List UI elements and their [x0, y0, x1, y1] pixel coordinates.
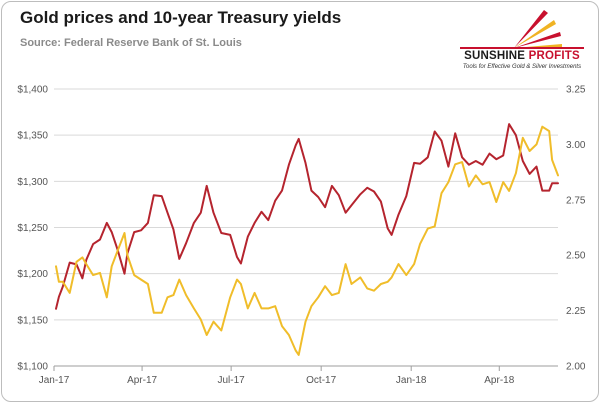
y-left-tick-label: $1,350: [17, 131, 48, 142]
y-left-tick-label: $1,400: [17, 85, 48, 96]
gold-price-line: [55, 123, 559, 310]
brand-logo: SUNSHINE PROFITS Tools for Effective Gol…: [452, 4, 592, 76]
brand-name-part2: PROFITS: [528, 50, 580, 62]
y-right-tick-label: 2.50: [566, 251, 586, 262]
gridlines: [54, 88, 558, 321]
y-right-tick-label: 3.25: [566, 85, 586, 96]
brand-tagline: Tools for Effective Gold & Silver Invest…: [462, 64, 582, 70]
y-right-tick-label: 2.25: [566, 306, 586, 317]
brand-name-part1: SUNSHINE: [464, 50, 526, 62]
treasury-yield-line: [55, 125, 559, 356]
sun-rays-icon: [460, 10, 584, 49]
x-tick-label: Jan-17: [39, 375, 70, 386]
y-right-tick-label: 2.75: [566, 195, 586, 206]
y-left-tick-label: $1,300: [17, 177, 48, 188]
x-tick-label: Apr-18: [484, 375, 514, 386]
y-right-tick-label: 3.00: [566, 140, 586, 151]
y-left-tick-label: $1,250: [17, 223, 48, 234]
y-left-tick-label: $1,200: [17, 269, 48, 280]
series-lines: [55, 123, 559, 356]
x-tick-label: Jul-17: [218, 375, 246, 386]
y-right-tick-label: 2.00: [566, 362, 586, 373]
x-tick-label: Apr-17: [127, 375, 157, 386]
tick-labels: $1,100 $1,150 $1,200 $1,250 $1,300 $1,350 $1,4…: [17, 85, 585, 387]
x-tick-label: Oct-17: [306, 375, 336, 386]
chart-title: Gold prices and 10-year Treasury yields: [20, 8, 342, 27]
axes: [53, 365, 558, 371]
chart-source: Source: Federal Reserve Bank of St. Loui…: [20, 37, 242, 49]
x-tick-label: Jan-18: [396, 375, 427, 386]
y-left-tick-label: $1,150: [17, 315, 48, 326]
brand-name: SUNSHINE PROFITS: [452, 50, 592, 62]
y-left-tick-label: $1,100: [17, 362, 48, 373]
